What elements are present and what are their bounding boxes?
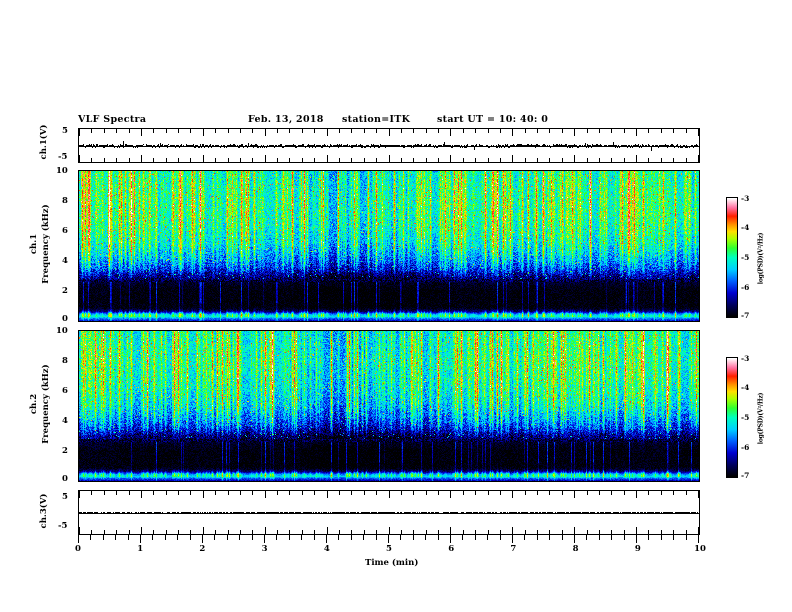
x-tick-label-4: 4 xyxy=(323,544,330,554)
ch1-ytick-pos5: 5 xyxy=(62,126,68,136)
ch1-spec-ytick-8: 8 xyxy=(62,196,68,206)
ch3-voltage-panel xyxy=(78,490,700,535)
ch2-spec-ytick-0: 0 xyxy=(62,474,68,484)
colorbar-ch2-tick--7: -7 xyxy=(741,471,750,480)
x-axis-ticks xyxy=(68,535,708,547)
ch1-voltage-panel xyxy=(78,128,700,163)
ch1-voltage-trace xyxy=(79,129,699,162)
colorbar-ch2-gradient xyxy=(727,358,737,477)
ch1-spec-ytick-4: 4 xyxy=(62,256,68,266)
ch2-spectrogram-panel xyxy=(78,330,700,482)
ch1-spec-axis-title-channel: ch.1 xyxy=(29,233,39,255)
ch3-voltage-trace xyxy=(79,491,699,534)
x-tick-label-10: 10 xyxy=(694,544,706,554)
ch2-spec-ytick-2: 2 xyxy=(62,446,68,456)
colorbar-ch1 xyxy=(726,197,738,318)
colorbar-ch1-tick--5: -5 xyxy=(741,253,750,262)
x-axis-title: Time (min) xyxy=(365,558,419,568)
ch1-spectrogram-panel xyxy=(78,170,700,322)
colorbar-ch2-tick--3: -3 xyxy=(741,354,750,363)
observation-date: Feb. 13, 2018 xyxy=(248,114,324,125)
x-tick-label-7: 7 xyxy=(510,544,517,554)
station-label: station=ITK xyxy=(342,114,411,125)
ch1-spec-ytick-6: 6 xyxy=(62,226,68,236)
x-tick-label-5: 5 xyxy=(386,544,392,554)
colorbar-ch2-tick--5: -5 xyxy=(741,413,750,422)
colorbar-ch1-tick--3: -3 xyxy=(741,194,750,203)
ch2-spec-ytick-10: 10 xyxy=(56,326,68,336)
x-tick-label-2: 2 xyxy=(199,544,206,554)
colorbar-ch1-gradient xyxy=(727,198,737,317)
ch2-spec-ytick-6: 6 xyxy=(62,386,68,396)
ch3-voltage-axis-title: ch.3(V) xyxy=(39,493,49,529)
ch2-spec-axis-title-freq: Frequency (kHz) xyxy=(41,364,51,444)
start-ut-label: start UT = 10: 40: 0 xyxy=(437,114,549,125)
colorbar-ch2 xyxy=(726,357,738,478)
x-tick-label-0: 0 xyxy=(75,544,81,554)
colorbar-ch1-title: log(PSD)(V²/Hz) xyxy=(757,232,765,285)
ch2-spec-axis-title-channel: ch.2 xyxy=(29,393,39,415)
colorbar-ch2-tick--6: -6 xyxy=(741,443,750,452)
colorbar-ch1-tick--4: -4 xyxy=(741,223,750,232)
ch3-ytick-pos5: 5 xyxy=(62,492,68,502)
ch3-ytick-neg5: -5 xyxy=(58,521,68,531)
colorbar-ch2-title: log(PSD)(V²/Hz) xyxy=(757,392,765,445)
ch2-spectrogram-image xyxy=(79,331,699,481)
colorbar-ch1-tick--6: -6 xyxy=(741,283,750,292)
ch2-spec-ytick-4: 4 xyxy=(62,416,68,426)
x-tick-label-3: 3 xyxy=(261,544,268,554)
x-tick-label-9: 9 xyxy=(634,544,641,554)
x-tick-label-1: 1 xyxy=(137,544,144,554)
ch1-voltage-axis-title: ch.1(V) xyxy=(39,124,49,160)
colorbar-ch1-tick--7: -7 xyxy=(741,311,750,320)
ch1-spectrogram-image xyxy=(79,171,699,321)
x-tick-label-6: 6 xyxy=(448,544,455,554)
ch1-spec-ytick-0: 0 xyxy=(62,314,68,324)
ch1-spec-axis-title-freq: Frequency (kHz) xyxy=(41,204,51,284)
ch1-spec-ytick-10: 10 xyxy=(56,166,68,176)
ch2-spec-ytick-8: 8 xyxy=(62,356,68,366)
ch1-spec-ytick-2: 2 xyxy=(62,286,68,296)
colorbar-ch2-tick--4: -4 xyxy=(741,383,750,392)
ch1-ytick-neg5: -5 xyxy=(58,152,68,162)
x-tick-label-8: 8 xyxy=(572,544,579,554)
page-title: VLF Spectra xyxy=(78,114,147,125)
